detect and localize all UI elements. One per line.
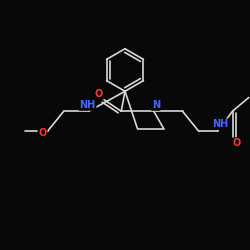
Text: O: O: [38, 128, 46, 138]
Text: N: N: [152, 100, 160, 110]
Text: NH: NH: [212, 119, 228, 129]
Text: O: O: [232, 138, 240, 148]
Text: NH: NH: [80, 100, 96, 110]
Text: O: O: [94, 89, 103, 99]
